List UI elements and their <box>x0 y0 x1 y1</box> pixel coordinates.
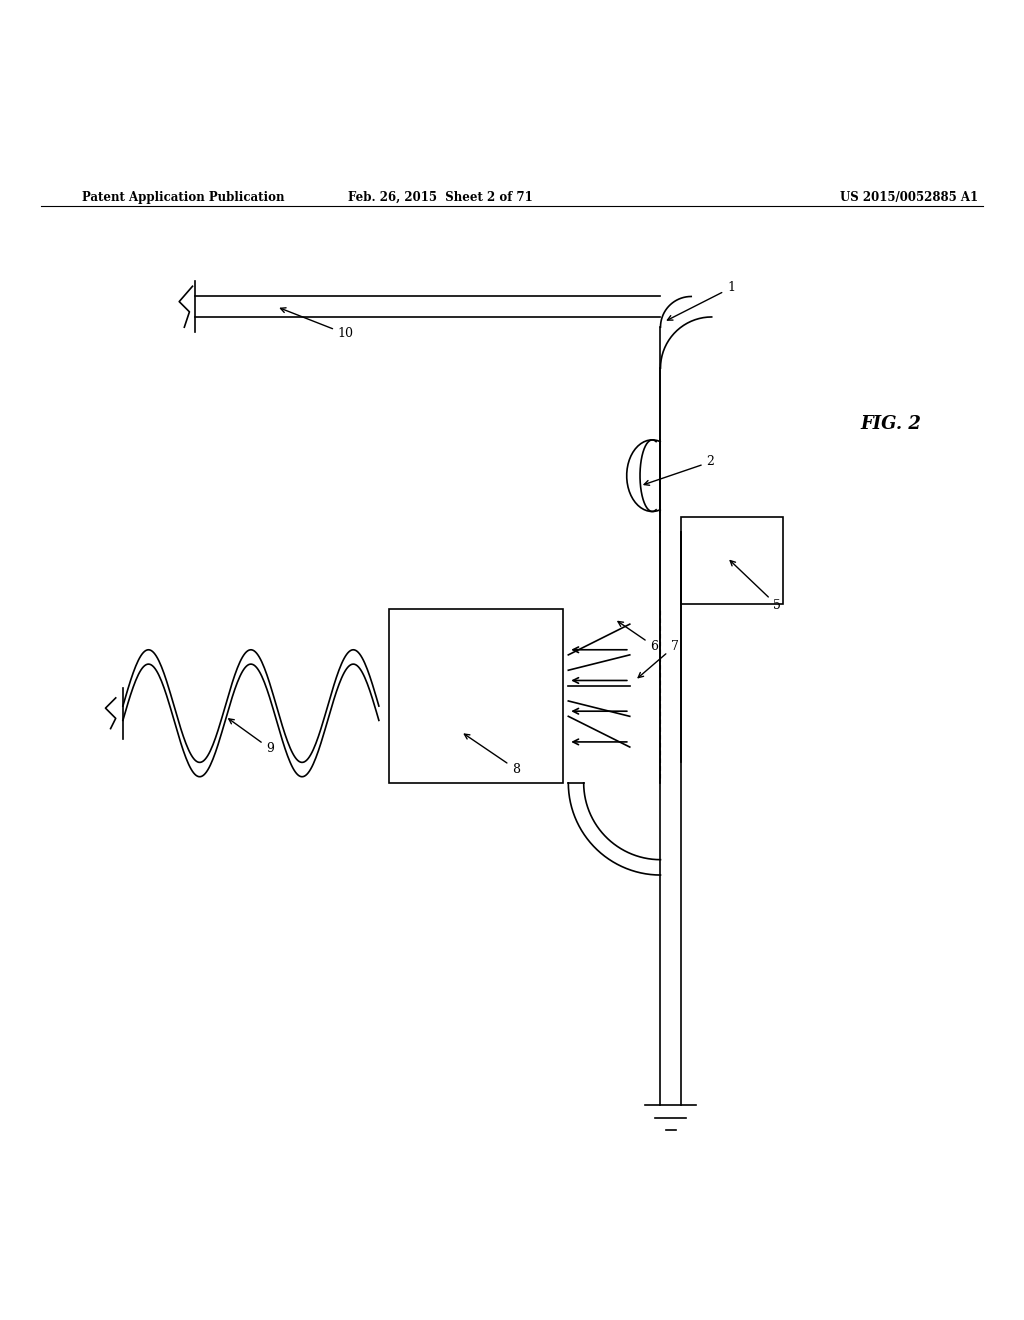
Text: 7: 7 <box>638 640 679 677</box>
Text: Feb. 26, 2015  Sheet 2 of 71: Feb. 26, 2015 Sheet 2 of 71 <box>348 191 532 205</box>
Text: 2: 2 <box>644 455 715 486</box>
Bar <box>681 516 783 603</box>
Text: 6: 6 <box>617 622 658 653</box>
Text: 9: 9 <box>228 719 274 755</box>
Text: 10: 10 <box>281 308 354 341</box>
Text: Patent Application Publication: Patent Application Publication <box>82 191 285 205</box>
Text: 1: 1 <box>668 281 735 321</box>
Text: US 2015/0052885 A1: US 2015/0052885 A1 <box>840 191 978 205</box>
Bar <box>389 609 563 783</box>
Text: 8: 8 <box>465 734 520 776</box>
Text: 5: 5 <box>730 561 781 611</box>
Text: FIG. 2: FIG. 2 <box>860 416 922 433</box>
